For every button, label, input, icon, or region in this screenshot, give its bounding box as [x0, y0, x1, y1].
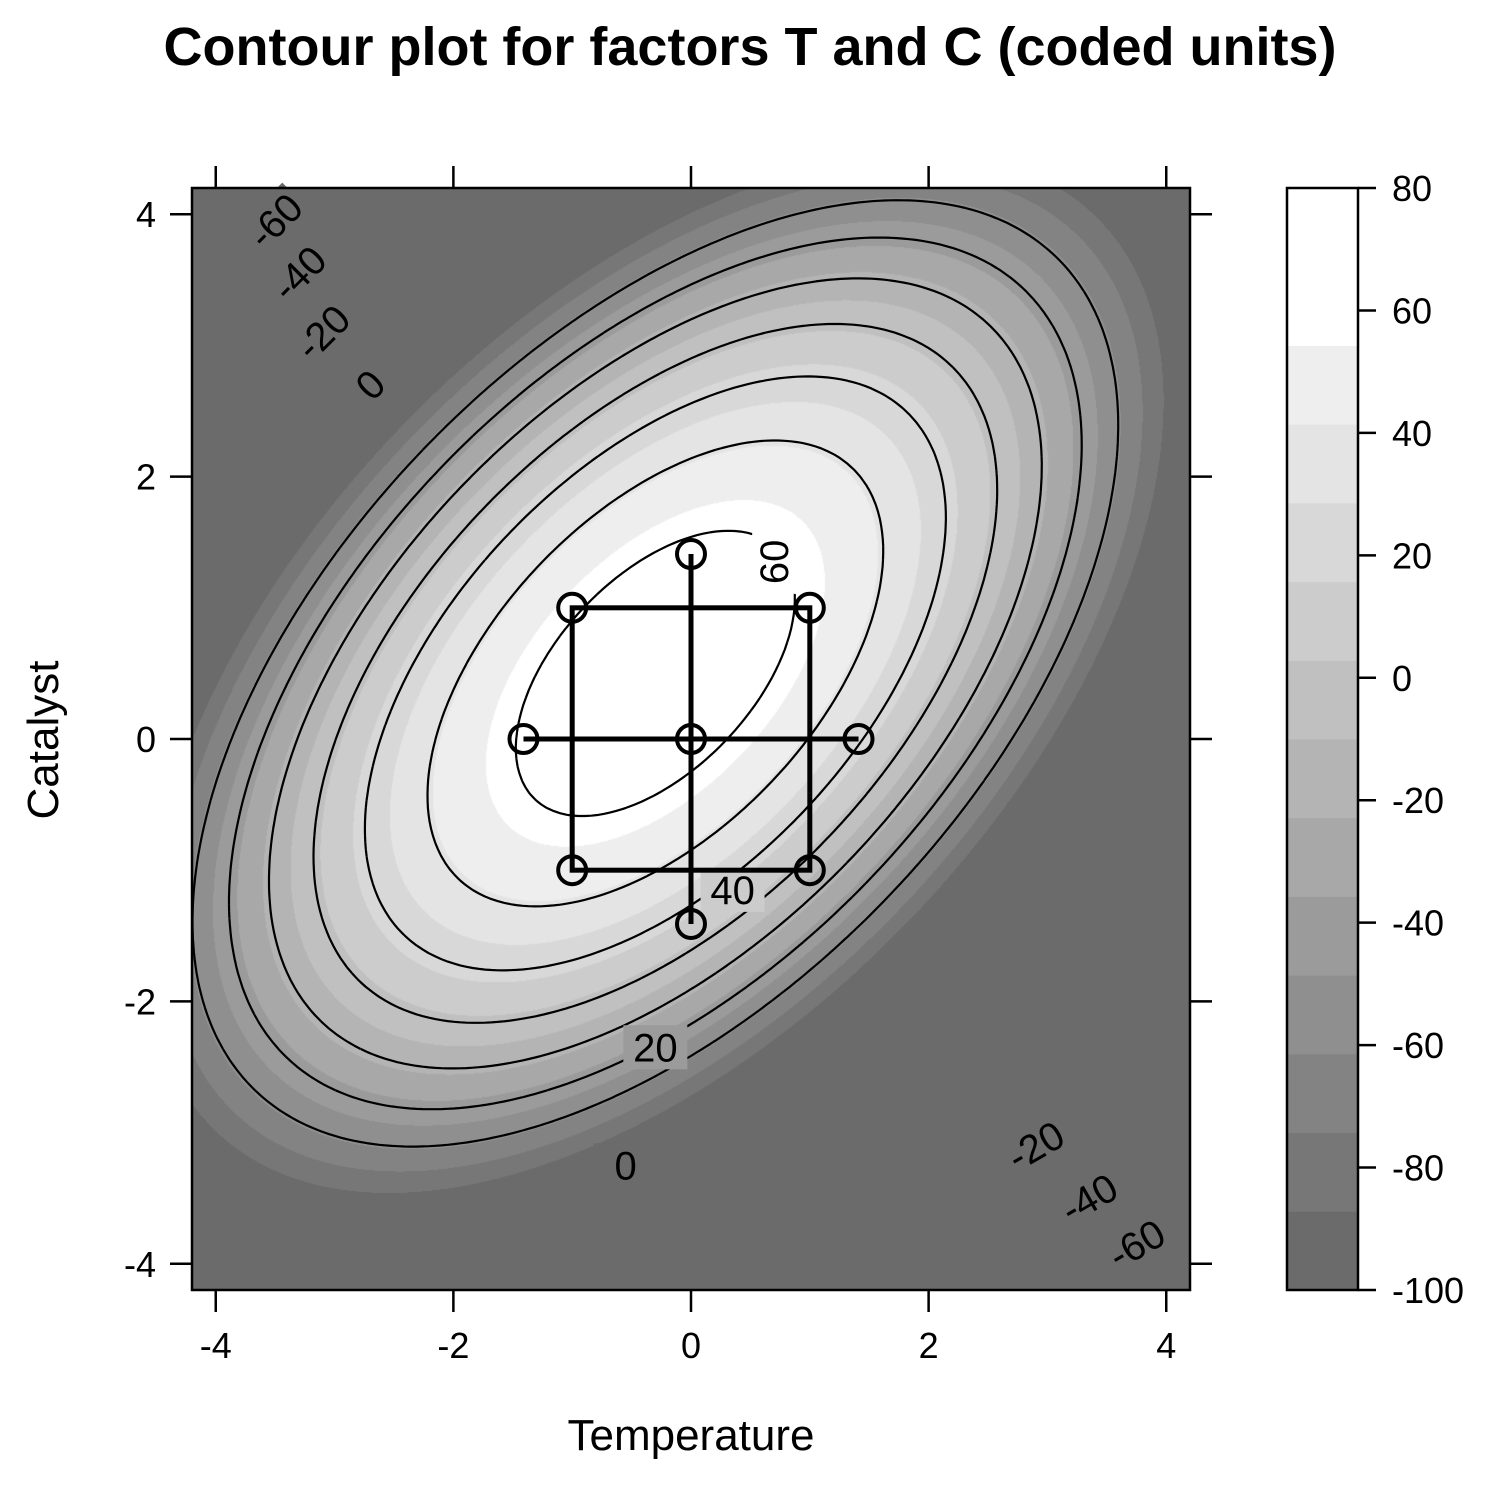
- x-tick-label: 4: [1156, 1325, 1176, 1366]
- y-tick-label: 2: [136, 457, 156, 498]
- colorbar-tick-label: 20: [1392, 535, 1432, 576]
- colorbar-band: [1287, 817, 1358, 897]
- colorbar-band: [1287, 266, 1358, 346]
- colorbar-band: [1287, 739, 1358, 819]
- contour-label-bg: [752, 529, 797, 594]
- design-point: [675, 538, 707, 571]
- contour-label-bg: [700, 867, 765, 912]
- x-tick-label: 2: [919, 1325, 939, 1366]
- colorbar-band: [1287, 581, 1358, 661]
- colorbar-band: [1287, 502, 1358, 583]
- contour-label-bg: [260, 235, 338, 312]
- colorbar-tick-label: -40: [1392, 903, 1444, 944]
- x-tick-label: -4: [200, 1325, 232, 1366]
- contour-label-bg: [284, 294, 361, 371]
- colorbar-tick-label: 0: [1392, 658, 1412, 699]
- colorbar-band: [1287, 1132, 1358, 1212]
- contour-label-bg: [1097, 1209, 1176, 1280]
- contour-label-bg: [332, 346, 409, 423]
- colorbar-band: [1287, 896, 1358, 976]
- contour-label: 0: [615, 1144, 637, 1188]
- design-point: [556, 854, 589, 887]
- colorbar-band: [1287, 660, 1358, 740]
- chart-title: Contour plot for factors T and C (coded …: [164, 17, 1337, 77]
- contour-line-40: [426, 439, 885, 908]
- contour-label-bg: [623, 1025, 688, 1070]
- contour-label-bg: [996, 1110, 1075, 1181]
- contour-line-neg20: [267, 277, 1043, 1070]
- design-point: [793, 591, 826, 624]
- y-tick-label: -2: [124, 981, 156, 1022]
- contour-label: 40: [710, 869, 755, 913]
- contour-label: 60: [753, 540, 797, 585]
- y-tick-label: 0: [136, 719, 156, 760]
- x-axis-label: Temperature: [567, 1411, 814, 1460]
- colorbar-band: [1287, 345, 1358, 425]
- colorbar-band: [1287, 1211, 1358, 1291]
- colorbar-tick-label: -20: [1392, 780, 1444, 821]
- contour-line-neg60: [191, 199, 1120, 1148]
- colorbar-tick-label: 60: [1392, 290, 1432, 331]
- y-tick-label: -4: [124, 1244, 156, 1285]
- design-point: [675, 723, 707, 755]
- y-tick-label: 4: [136, 194, 156, 235]
- colorbar: 80 60 40 20 0 -20 -40 -60 -80 -100: [1285, 168, 1464, 1311]
- colorbar-tick-label: -80: [1392, 1148, 1444, 1189]
- colorbar-band: [1287, 975, 1358, 1055]
- design-point: [842, 723, 875, 755]
- colorbar-tick-label: -100: [1392, 1270, 1464, 1311]
- contour-line-neg40: [227, 236, 1083, 1111]
- contour-label: 20: [633, 1026, 678, 1070]
- x-tick-label: 0: [681, 1325, 701, 1366]
- design-point: [793, 854, 826, 887]
- contour-label-bg: [1050, 1163, 1128, 1234]
- contour-line-60: [514, 529, 796, 818]
- colorbar-band: [1287, 1053, 1358, 1134]
- colorbar-band: [1287, 424, 1358, 504]
- contour-label-bg: [236, 182, 314, 259]
- design-point: [507, 723, 540, 755]
- colorbar-tick-label: -60: [1392, 1025, 1444, 1066]
- contour-label-bg: [593, 1143, 658, 1188]
- colorbar-frame: [1285, 186, 1360, 1292]
- y-axis-label: Catalyst: [19, 661, 68, 820]
- colorbar-tick-label: 80: [1392, 168, 1432, 209]
- colorbar-band: [1287, 188, 1358, 268]
- colorbar-tick-label: 40: [1392, 413, 1432, 454]
- x-tick-label: -2: [437, 1325, 469, 1366]
- contour-line-0: [312, 322, 999, 1024]
- design-point: [675, 907, 707, 940]
- design-point: [556, 591, 589, 624]
